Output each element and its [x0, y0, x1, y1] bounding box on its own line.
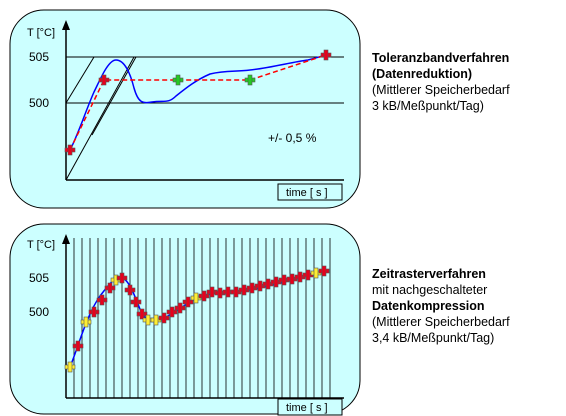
description-line-2: 3 kB/Meßpunkt/Tag)	[372, 99, 484, 113]
y-axis-arrow	[62, 234, 70, 244]
sample-marker	[116, 272, 128, 284]
sample-marker	[166, 306, 178, 318]
description-line-1: mit nachgeschalteter	[372, 283, 488, 297]
sample-marker	[130, 296, 142, 308]
sample-marker	[198, 290, 210, 302]
description-title: Zeitrasterverfahren	[372, 267, 486, 281]
band-edge-left	[65, 56, 135, 181]
sample-marker	[88, 306, 100, 318]
x-axis-label: time [ s ]	[286, 402, 328, 414]
y-axis-arrow	[62, 20, 70, 30]
data-marker	[172, 74, 184, 86]
sample-marker	[158, 312, 170, 324]
sample-marker	[96, 294, 108, 306]
description-title-2: Datenkompression	[372, 299, 485, 313]
time-grid-diagram: T [°C] 505 500 time [ s ]	[9, 223, 361, 416]
y-tick-505: 505	[29, 271, 49, 285]
x-axis-label-box	[277, 398, 343, 416]
data-marker	[244, 74, 256, 86]
description-subtitle: (Datenreduktion)	[372, 67, 472, 81]
y-axis-label: T [°C]	[27, 239, 55, 251]
x-axis-label: time [ s ]	[286, 187, 328, 199]
tolerance-annotation: +/- 0,5 %	[268, 131, 317, 145]
sample-marker	[80, 316, 92, 328]
sample-marker	[182, 296, 194, 308]
x-axis-label-box	[277, 183, 343, 201]
data-marker	[98, 74, 110, 86]
tolerance-band-diagram: T [°C] 505 500 +/- 0,5 % time [ s ]	[9, 9, 361, 209]
tolerance-band-description: Toleranzbandverfahren (Datenreduktion) (…	[372, 50, 510, 114]
sample-marker	[72, 340, 84, 352]
description-line-1: (Mittlerer Speicherbedarf	[372, 83, 510, 97]
sample-marker	[136, 308, 148, 320]
panel-background	[9, 9, 361, 209]
band-edge-right	[65, 56, 95, 104]
y-tick-500: 500	[29, 96, 49, 110]
description-title: Toleranzbandverfahren	[372, 51, 510, 65]
description-line-3: 3,4 kB/Meßpunkt/Tag)	[372, 331, 495, 345]
y-axis-label: T [°C]	[27, 27, 55, 39]
band-edge-far	[91, 56, 137, 136]
sample-marker	[64, 361, 76, 373]
description-line-2: (Mittlerer Speicherbedarf	[372, 315, 510, 329]
sample-marker	[124, 284, 136, 296]
panel-background	[9, 223, 361, 415]
reduced-data-line	[69, 54, 327, 151]
sample-marker	[318, 265, 330, 277]
data-marker	[64, 144, 76, 156]
sample-marker	[174, 302, 186, 314]
data-marker	[320, 49, 332, 61]
time-grid-description: Zeitrasterverfahren mit nachgeschalteter…	[372, 266, 510, 346]
y-tick-505: 505	[29, 50, 49, 64]
sample-marker	[104, 282, 116, 294]
sample-marker	[270, 276, 282, 288]
y-tick-500: 500	[29, 305, 49, 319]
measured-curve	[69, 54, 327, 151]
